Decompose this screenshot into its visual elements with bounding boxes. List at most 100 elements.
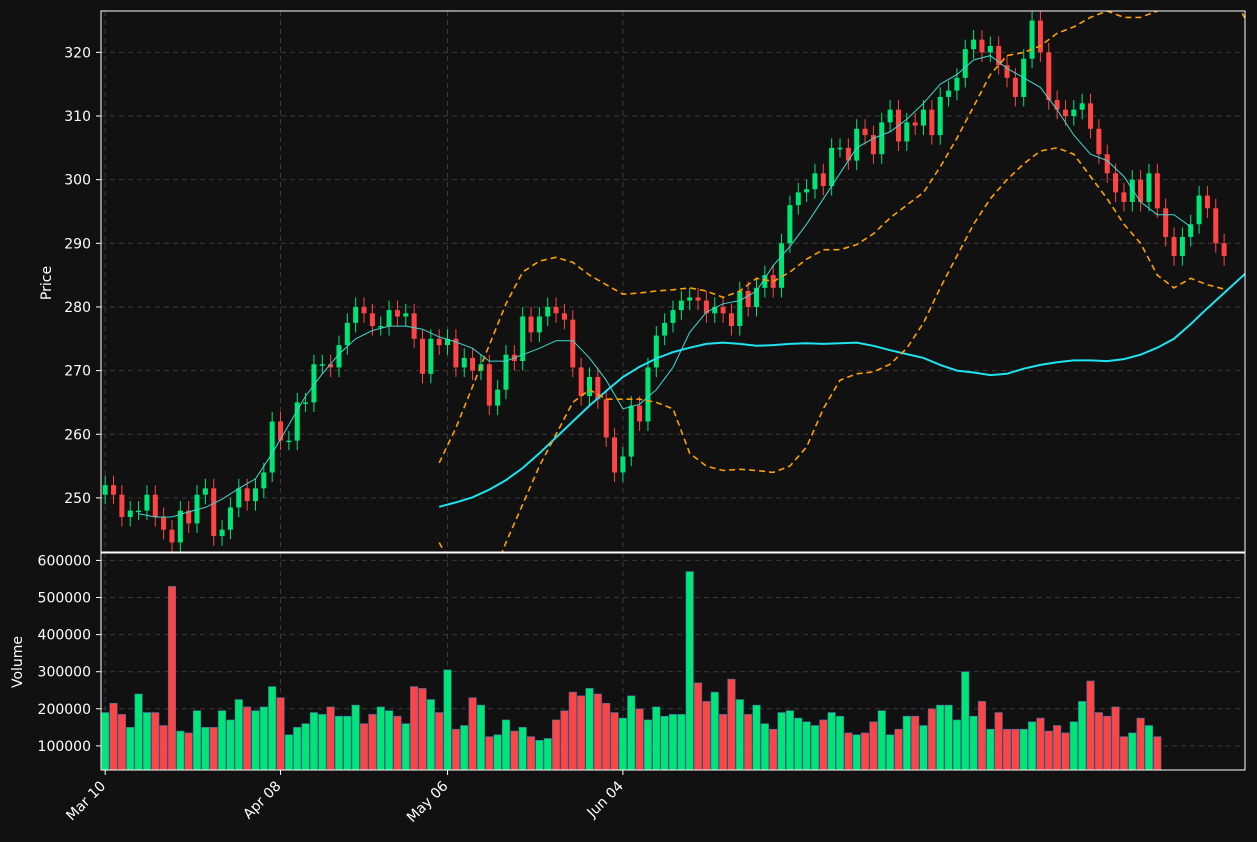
volume-bar [159, 725, 168, 770]
volume-bar [835, 715, 845, 770]
candle-body [1196, 195, 1202, 225]
candle-body [1188, 224, 1194, 237]
candle-body [194, 494, 200, 524]
volume-bar [385, 710, 394, 770]
candle-body [904, 122, 910, 142]
volume-bar [693, 682, 703, 770]
volume-bar [752, 704, 761, 770]
candle-body [946, 90, 952, 97]
volume-bar [593, 693, 602, 770]
candle-body [1096, 128, 1102, 155]
volume-bar [101, 712, 110, 770]
volume-bar [476, 704, 485, 770]
candle-body [1221, 243, 1227, 257]
volume-bar [418, 688, 427, 770]
candle-body [1029, 20, 1035, 59]
volume-bar [635, 708, 644, 770]
candle-body [937, 96, 943, 136]
volume-bar [919, 725, 928, 770]
candle-body [887, 109, 893, 123]
volume-bar [977, 701, 987, 770]
volume-bar [1044, 730, 1053, 770]
candle-body [1121, 192, 1127, 202]
candle-body [820, 173, 826, 187]
candle-body [628, 405, 634, 457]
volume-bar [510, 730, 519, 770]
volume-bar [393, 715, 402, 770]
price-tick-label: 260 [64, 427, 91, 443]
candle-body [603, 399, 609, 438]
volume-bar [886, 734, 895, 770]
candle-body [394, 310, 400, 317]
volume-bar [927, 708, 936, 770]
candle-body [687, 297, 693, 301]
candle-body [119, 494, 125, 517]
candle-body [436, 338, 442, 346]
volume-bar [435, 712, 444, 770]
volume-bar [777, 712, 786, 770]
candle-body [411, 313, 417, 339]
candle-body [1113, 173, 1119, 193]
candle-body [152, 494, 158, 517]
volume-bar [543, 738, 552, 770]
volume-bar [794, 717, 803, 770]
candle-body [186, 510, 192, 524]
candle-body [520, 316, 526, 362]
volume-bar [1136, 717, 1145, 770]
candle-body [445, 338, 451, 346]
volume-bar [643, 719, 653, 770]
volume-tick-label: 100000 [38, 739, 91, 755]
volume-bar [134, 693, 143, 770]
candle-body [1146, 173, 1152, 202]
volume-bar [309, 712, 318, 770]
volume-bar [318, 714, 327, 770]
candle-body [361, 306, 367, 314]
volume-bar [293, 727, 302, 770]
candle-body [929, 109, 935, 136]
price-axis-label: Price [39, 266, 55, 300]
volume-bar [468, 697, 477, 770]
candle-body [595, 376, 601, 400]
volume-bar [769, 728, 778, 770]
candle-body [979, 39, 985, 53]
candle-body [662, 322, 668, 336]
candle-body [328, 364, 334, 368]
volume-bar [727, 678, 736, 770]
volume-bar [268, 686, 277, 770]
candle-body [1046, 52, 1052, 101]
volume-bar [1103, 715, 1112, 770]
volume-bar [251, 710, 260, 770]
candle-body [645, 367, 651, 422]
volume-bar [852, 734, 861, 770]
candle-body [737, 291, 743, 327]
candle-body [553, 306, 559, 314]
volume-bar [334, 715, 344, 770]
candle-body [111, 485, 117, 495]
bollinger-lower-line [438, 146, 1225, 552]
candle-body [1138, 179, 1144, 202]
volume-bar [493, 734, 502, 770]
volume-bar [192, 710, 202, 770]
volume-bar [719, 714, 728, 770]
candle-body [144, 494, 150, 511]
candle-body [1088, 103, 1094, 129]
volume-bar [535, 740, 544, 770]
candle-body [428, 338, 434, 374]
candle-body [695, 297, 701, 301]
volume-bar [802, 721, 811, 770]
candle-body [1179, 236, 1185, 257]
candle-body [703, 300, 709, 314]
volume-bar [961, 671, 970, 770]
volume-bar [518, 727, 527, 770]
candle-body [578, 367, 584, 397]
candle-body [1213, 208, 1219, 244]
volume-bar [552, 719, 561, 770]
volume-bar [819, 719, 828, 770]
volume-bar [877, 710, 886, 770]
volume-bar [1069, 721, 1078, 770]
volume-bar [785, 710, 794, 770]
candle-body [286, 440, 292, 443]
candle-body [1004, 65, 1010, 78]
volume-bar [184, 732, 193, 770]
candle-body [319, 364, 325, 366]
